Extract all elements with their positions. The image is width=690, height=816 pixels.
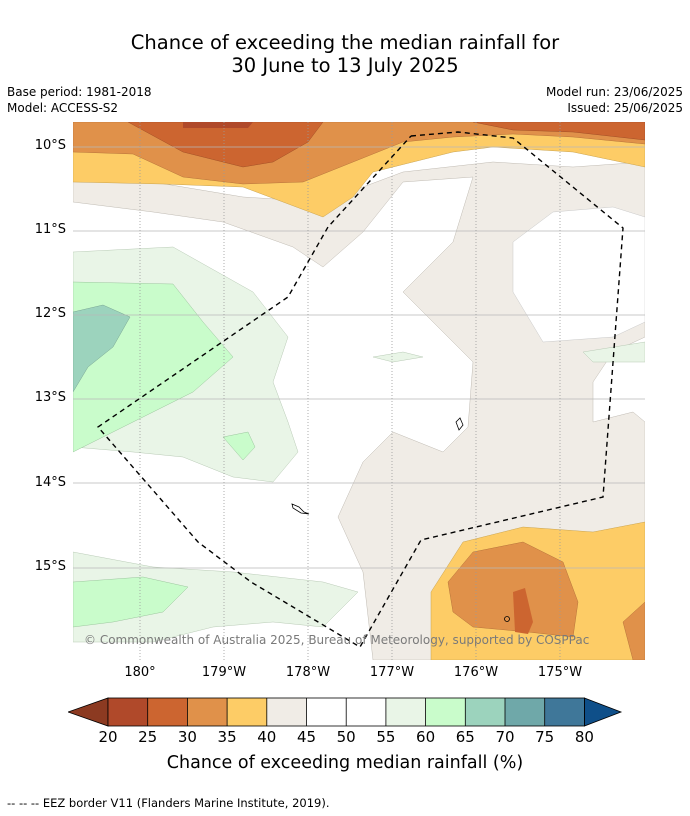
colorbar-swatch-40-45 xyxy=(266,698,307,726)
colorbar-over-arrow xyxy=(584,697,623,727)
issued-date: Issued: 25/06/2025 xyxy=(567,101,683,115)
title-line-2: 30 June to 13 July 2025 xyxy=(231,54,459,77)
lat-label: 14°S xyxy=(34,475,66,490)
colorbar-tick: 35 xyxy=(217,728,237,746)
colorbar-tick: 20 xyxy=(98,728,118,746)
colorbar-swatch-65-70 xyxy=(465,698,505,726)
colorbar-label: Chance of exceeding median rainfall (%) xyxy=(166,753,524,773)
island-dot xyxy=(504,616,510,622)
colorbar-svg xyxy=(66,697,623,727)
lon-label: 178°W xyxy=(285,665,331,680)
meta-right: Model run: 23/06/2025 Issued: 25/06/2025 xyxy=(546,84,683,116)
copyright-notice: © Commonwealth of Australia 2025, Bureau… xyxy=(84,633,590,647)
colorbar-swatch-60-65 xyxy=(425,698,466,726)
colorbar-swatch-75-80 xyxy=(544,698,585,726)
colorbar-tick: 45 xyxy=(296,728,317,746)
colorbar-tick: 25 xyxy=(138,728,158,746)
colorbar-swatch-70-75 xyxy=(505,698,545,726)
lon-label: 180° xyxy=(124,665,156,680)
region-25-30-se xyxy=(513,588,533,634)
eez-footer-note: -- -- -- EEZ border V11 (Flanders Marine… xyxy=(7,796,330,810)
colorbar-tick: 65 xyxy=(455,728,475,746)
colorbar-swatch-25-30 xyxy=(147,698,188,726)
region-30-35-se xyxy=(447,541,645,660)
island-outline-2 xyxy=(291,503,310,515)
meta-left: Base period: 1981-2018 Model: ACCESS-S2 xyxy=(7,84,152,116)
lon-label: 176°W xyxy=(453,665,499,680)
title-line-1: Chance of exceeding the median rainfall … xyxy=(130,31,560,54)
lon-label: 175°W xyxy=(537,665,583,680)
colorbar-tick: 80 xyxy=(574,728,594,746)
colorbar-swatch-50-55 xyxy=(346,698,386,726)
region-25-30 xyxy=(127,122,645,168)
lat-label: 11°S xyxy=(34,222,66,237)
colorbar-swatch-45-50 xyxy=(306,698,347,726)
lat-label: 10°S xyxy=(34,138,66,153)
island-outline-1 xyxy=(455,417,464,431)
colorbar-under-arrow xyxy=(66,697,109,727)
colorbar-swatch-20-25 xyxy=(108,698,148,726)
lat-label: 12°S xyxy=(34,306,66,321)
forecast-map xyxy=(73,122,645,660)
colorbar-tick: 40 xyxy=(257,728,277,746)
lon-label: 179°W xyxy=(201,665,247,680)
colorbar-tick: 50 xyxy=(336,728,356,746)
colorbar-swatch-30-35 xyxy=(187,698,228,726)
lat-label: 15°S xyxy=(34,559,66,574)
colorbar-dividers xyxy=(107,697,585,727)
colorbar-tick: 55 xyxy=(376,728,396,746)
region-white-inner xyxy=(512,206,645,343)
colorbar-swatch-35-40 xyxy=(227,698,267,726)
lon-label: 177°W xyxy=(369,665,415,680)
colorbar-tick: 75 xyxy=(535,728,555,746)
region-20-25 xyxy=(183,122,253,128)
latitude-gridlines xyxy=(73,146,645,569)
eez-border xyxy=(96,131,624,648)
model-run: Model run: 23/06/2025 xyxy=(545,85,683,99)
model-name: Model: ACCESS-S2 xyxy=(7,101,119,115)
lat-label: 13°S xyxy=(34,390,66,405)
base-period: Base period: 1981-2018 xyxy=(7,85,152,99)
colorbar-tick: 30 xyxy=(177,728,197,746)
colorbar-swatch-55-60 xyxy=(385,698,426,726)
colorbar-tick: 60 xyxy=(416,728,436,746)
colorbar xyxy=(66,697,624,729)
region-65-70 xyxy=(73,304,131,393)
region-60-65 xyxy=(73,281,256,628)
colorbar-tick: 70 xyxy=(495,728,515,746)
map-canvas xyxy=(73,122,645,660)
